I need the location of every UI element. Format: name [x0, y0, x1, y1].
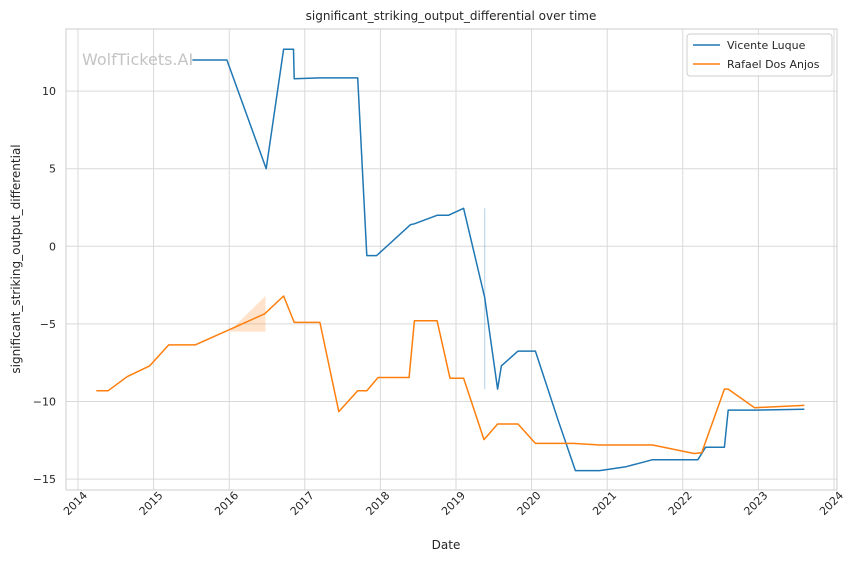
- y-tick-label: −15: [33, 473, 56, 486]
- grid: [66, 29, 837, 490]
- chart-title: significant_striking_output_differential…: [306, 9, 597, 23]
- legend-label: Vicente Luque: [727, 39, 806, 52]
- plot-frame: [65, 28, 838, 491]
- legend-label: Rafael Dos Anjos: [727, 58, 820, 71]
- legend-box: [686, 33, 833, 77]
- confidence-bands: [229, 295, 266, 332]
- y-tick-label: −10: [33, 396, 56, 409]
- y-tick-label: 5: [49, 163, 56, 176]
- series-line-1: [96, 295, 805, 455]
- y-axis-label: significant_striking_output_differential: [9, 144, 23, 373]
- x-axis-label: Date: [432, 538, 461, 552]
- y-tick-label: 0: [49, 240, 56, 253]
- watermark: WolfTickets.AI: [82, 50, 193, 69]
- y-tick-label: −5: [40, 318, 56, 331]
- y-tick-labels: 10 5 0 −5 −10 −15: [33, 85, 56, 486]
- confidence-band: [229, 295, 266, 332]
- series-lines: [96, 48, 805, 472]
- legend: Vicente Luque Rafael Dos Anjos: [686, 33, 833, 77]
- y-tick-label: 10: [42, 85, 56, 98]
- series-line-0: [192, 48, 805, 472]
